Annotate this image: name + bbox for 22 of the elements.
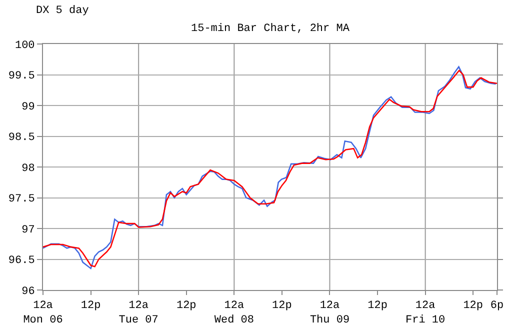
x-tick-label: 12p	[272, 300, 292, 312]
x-tick-label: 12a Mon 06	[23, 300, 63, 326]
y-tick-label: 99	[22, 101, 35, 114]
y-tick-label: 96	[22, 286, 35, 298]
x-tick-label: 12a Wed 08	[214, 300, 254, 326]
x-tick-label: 12p	[176, 300, 196, 312]
x-tick-label: 12p	[80, 300, 101, 312]
y-tick-label: 98	[22, 162, 35, 175]
chart-subtitle: 15-min Bar Chart, 2hr MA	[191, 23, 350, 35]
x-tick-label: 12a Fri 10	[406, 300, 446, 326]
x-tick-label: 12p	[368, 300, 388, 312]
y-tick-label: 99.5	[8, 70, 35, 83]
y-tick-label: 97	[22, 224, 35, 236]
y-tick-label: 98.5	[8, 132, 35, 144]
y-tick-label: 96.5	[8, 255, 35, 268]
chart-title: DX 5 day	[36, 5, 90, 17]
x-tick-label: 12p	[463, 300, 484, 312]
x-tick-label: 12a Tue 07	[118, 300, 158, 326]
y-tick-label: 97.5	[8, 194, 35, 206]
y-tick-label: 100	[14, 40, 35, 52]
x-tick-label: 12a Thu 09	[310, 300, 350, 326]
x-tick-label: 6p	[490, 300, 504, 312]
